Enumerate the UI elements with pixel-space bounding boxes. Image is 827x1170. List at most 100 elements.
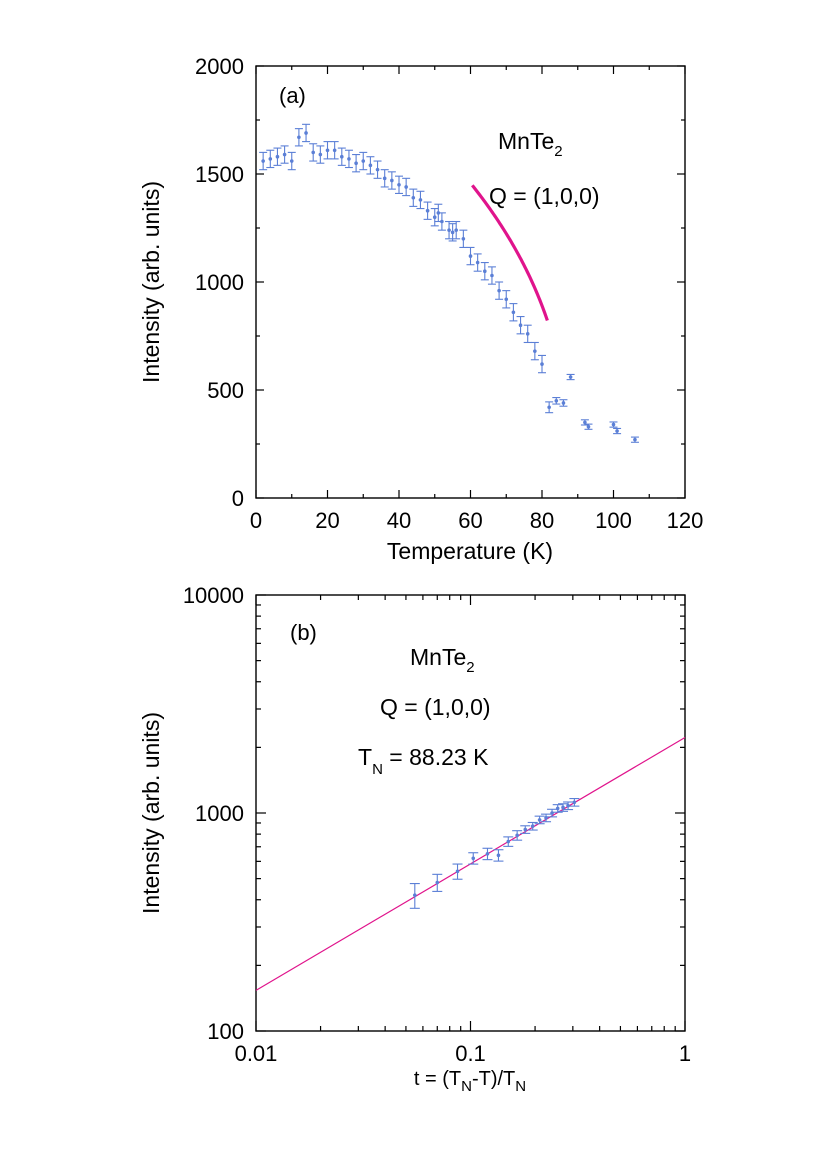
panel-a-fit-curve <box>471 184 549 322</box>
panel-b-compound: MnTe2 <box>410 644 475 676</box>
a-x-tick-label: 80 <box>530 508 554 533</box>
a-data-point <box>430 208 439 227</box>
b-data-point <box>452 863 463 880</box>
a-data-point <box>273 147 282 166</box>
a-data-point <box>630 436 639 443</box>
panel-b-data-points <box>409 798 580 909</box>
panel-b-compound-base: MnTe <box>410 644 466 670</box>
a-y-tick-label: 500 <box>207 378 244 403</box>
panel-a-y-axis-label: Intensity (arb. units) <box>138 181 164 383</box>
a-y-tick-label: 0 <box>232 486 244 511</box>
panel-b-tn-annotation: TN = 88.23 K <box>358 744 489 778</box>
b-data-point <box>527 821 538 831</box>
a-data-point <box>395 175 403 194</box>
a-data-point <box>566 373 575 381</box>
b-data-point <box>534 815 545 825</box>
b-data-point <box>541 813 552 823</box>
a-y-tick-label: 1500 <box>195 162 244 187</box>
a-y-tick-label: 1000 <box>195 270 244 295</box>
a-data-point <box>416 190 425 210</box>
a-data-point <box>495 281 504 300</box>
a-data-point <box>330 141 339 160</box>
a-data-point <box>423 201 432 220</box>
a-data-point <box>323 141 332 160</box>
a-data-point <box>609 421 618 428</box>
a-data-point <box>448 223 457 242</box>
a-x-tick-label: 0 <box>250 508 262 533</box>
a-data-point <box>380 169 389 188</box>
a-data-point <box>294 128 303 147</box>
b-x-tick-label: 0.01 <box>235 1041 278 1066</box>
b-data-point <box>558 803 569 812</box>
a-x-tick-label: 20 <box>315 508 339 533</box>
a-data-point <box>259 151 268 171</box>
a-x-tick-label: 40 <box>387 508 411 533</box>
a-data-point <box>538 354 546 374</box>
a-data-point <box>452 220 461 240</box>
a-data-point <box>459 229 468 248</box>
panel-b-compound-sub: 2 <box>466 659 474 676</box>
a-data-point <box>280 145 289 164</box>
b-data-point <box>520 825 531 834</box>
a-data-point <box>309 143 318 162</box>
b-data-point <box>569 798 580 807</box>
a-data-point <box>552 397 561 405</box>
b-data-point <box>563 801 574 811</box>
panel-b-xlabel-d: N <box>515 1078 526 1095</box>
b-y-tick-label: 1000 <box>195 801 244 826</box>
a-data-point <box>545 401 554 414</box>
b-data-point <box>432 873 443 892</box>
panel-a-x-axis-label: Temperature (K) <box>387 538 553 564</box>
b-data-point <box>503 836 514 847</box>
panel-b-xlabel-b: N <box>461 1078 472 1095</box>
a-data-point <box>352 154 361 173</box>
panel-b-xlabel-a: t = (T <box>414 1068 461 1090</box>
a-data-point <box>509 303 518 322</box>
panel-a-compound: MnTe2 <box>498 128 563 160</box>
a-data-point <box>387 171 396 190</box>
a-y-tick-label: 2000 <box>195 54 244 79</box>
a-data-point <box>613 427 622 435</box>
b-data-point <box>409 883 420 909</box>
panel-a-label: (a) <box>279 83 306 108</box>
a-data-point <box>344 149 353 169</box>
a-x-tick-label: 120 <box>667 508 704 533</box>
a-data-point <box>337 147 346 166</box>
a-data-point <box>516 316 525 335</box>
b-data-point <box>547 808 558 818</box>
b-data-point <box>493 849 504 862</box>
b-y-tick-label: 100 <box>207 1019 244 1044</box>
a-data-point <box>437 212 446 231</box>
a-data-point <box>402 177 411 197</box>
a-x-tick-label: 60 <box>458 508 482 533</box>
panel-b-y-axis-label: Intensity (arb. units) <box>138 712 164 914</box>
a-data-point <box>373 160 382 179</box>
b-data-point <box>482 847 493 861</box>
panel-b-x-axis-label: t = (TN-T)/TN <box>414 1068 526 1095</box>
a-data-point <box>523 324 532 344</box>
a-data-point <box>466 246 475 266</box>
panel-b-tn-sub: N <box>372 761 383 778</box>
panel-a-compound-base: MnTe <box>498 128 554 154</box>
a-data-point <box>366 156 375 175</box>
panel-a-ticks: 0 20 40 60 80 100 120 0 500 1000 1500 2000 <box>195 54 703 533</box>
a-data-point <box>530 341 539 361</box>
a-data-point <box>487 266 496 285</box>
a-data-point <box>480 262 489 281</box>
b-data-point <box>468 852 479 865</box>
a-data-point <box>287 151 296 171</box>
panel-b-q-annotation: Q = (1,0,0) <box>380 694 491 720</box>
panel-b-ticks: 0.01 0.1 1 100 1000 10000 <box>183 583 691 1066</box>
b-data-point <box>512 830 523 841</box>
a-data-point <box>559 399 568 407</box>
panel-b-label: (b) <box>290 620 317 645</box>
a-data-point <box>359 151 368 171</box>
b-data-point <box>552 804 563 813</box>
a-data-point <box>302 123 311 143</box>
b-x-tick-label: 1 <box>679 1041 691 1066</box>
a-x-tick-label: 100 <box>595 508 632 533</box>
panel-b-tn-value: = 88.23 K <box>383 744 489 770</box>
panel-a-q-annotation: Q = (1,0,0) <box>489 183 600 209</box>
a-data-point <box>316 145 325 164</box>
